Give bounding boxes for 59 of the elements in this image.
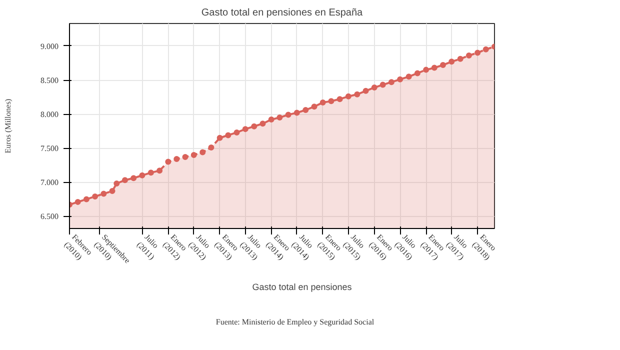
point <box>285 112 292 118</box>
point <box>474 50 481 56</box>
source-note: Fuente: Ministerio de Empleo y Seguridad Social <box>216 318 375 326</box>
point <box>208 144 214 150</box>
point <box>466 52 472 59</box>
chart-title: Gasto total en pensiones en España <box>201 8 364 18</box>
point <box>482 46 489 52</box>
point <box>251 123 258 130</box>
point <box>234 129 240 136</box>
point <box>345 93 352 100</box>
point <box>109 188 116 194</box>
point <box>294 110 300 116</box>
point <box>74 198 81 205</box>
point <box>190 152 197 158</box>
y-tick-label: 6.500 <box>40 212 58 222</box>
y-tick-label: 7.000 <box>40 178 58 188</box>
point <box>156 168 163 174</box>
point <box>92 193 98 200</box>
point <box>148 170 154 176</box>
point <box>414 70 420 76</box>
y-tick-label: 7.500 <box>40 144 58 154</box>
point <box>320 100 326 106</box>
point <box>182 154 188 160</box>
point <box>83 196 90 202</box>
point <box>388 79 394 86</box>
point <box>362 88 369 94</box>
point <box>139 172 146 178</box>
y-axis-title: Euros (Millones) <box>4 98 12 154</box>
point <box>216 134 223 141</box>
point <box>165 158 172 165</box>
y-tick-label: 9.000 <box>40 42 58 51</box>
point <box>371 84 378 91</box>
point <box>268 116 274 123</box>
point <box>200 149 206 156</box>
point <box>336 96 343 102</box>
point <box>100 190 107 197</box>
point <box>122 177 128 184</box>
point <box>225 132 232 138</box>
point <box>354 91 360 98</box>
point <box>242 126 248 132</box>
y-tick-label: 8.500 <box>40 76 58 86</box>
y-tick-label: 8.000 <box>40 110 58 120</box>
point <box>406 74 412 80</box>
point <box>260 120 266 127</box>
point <box>130 175 137 182</box>
text: Gasto total en pensiones <box>252 282 352 292</box>
point <box>311 104 318 110</box>
point <box>276 114 283 120</box>
point <box>328 98 334 104</box>
point <box>431 64 438 71</box>
point <box>114 180 120 187</box>
point <box>380 82 386 88</box>
point <box>174 156 180 162</box>
point <box>397 76 404 82</box>
point <box>423 66 430 73</box>
point <box>457 56 464 62</box>
point <box>440 62 446 68</box>
point <box>302 107 309 113</box>
point <box>448 58 455 65</box>
